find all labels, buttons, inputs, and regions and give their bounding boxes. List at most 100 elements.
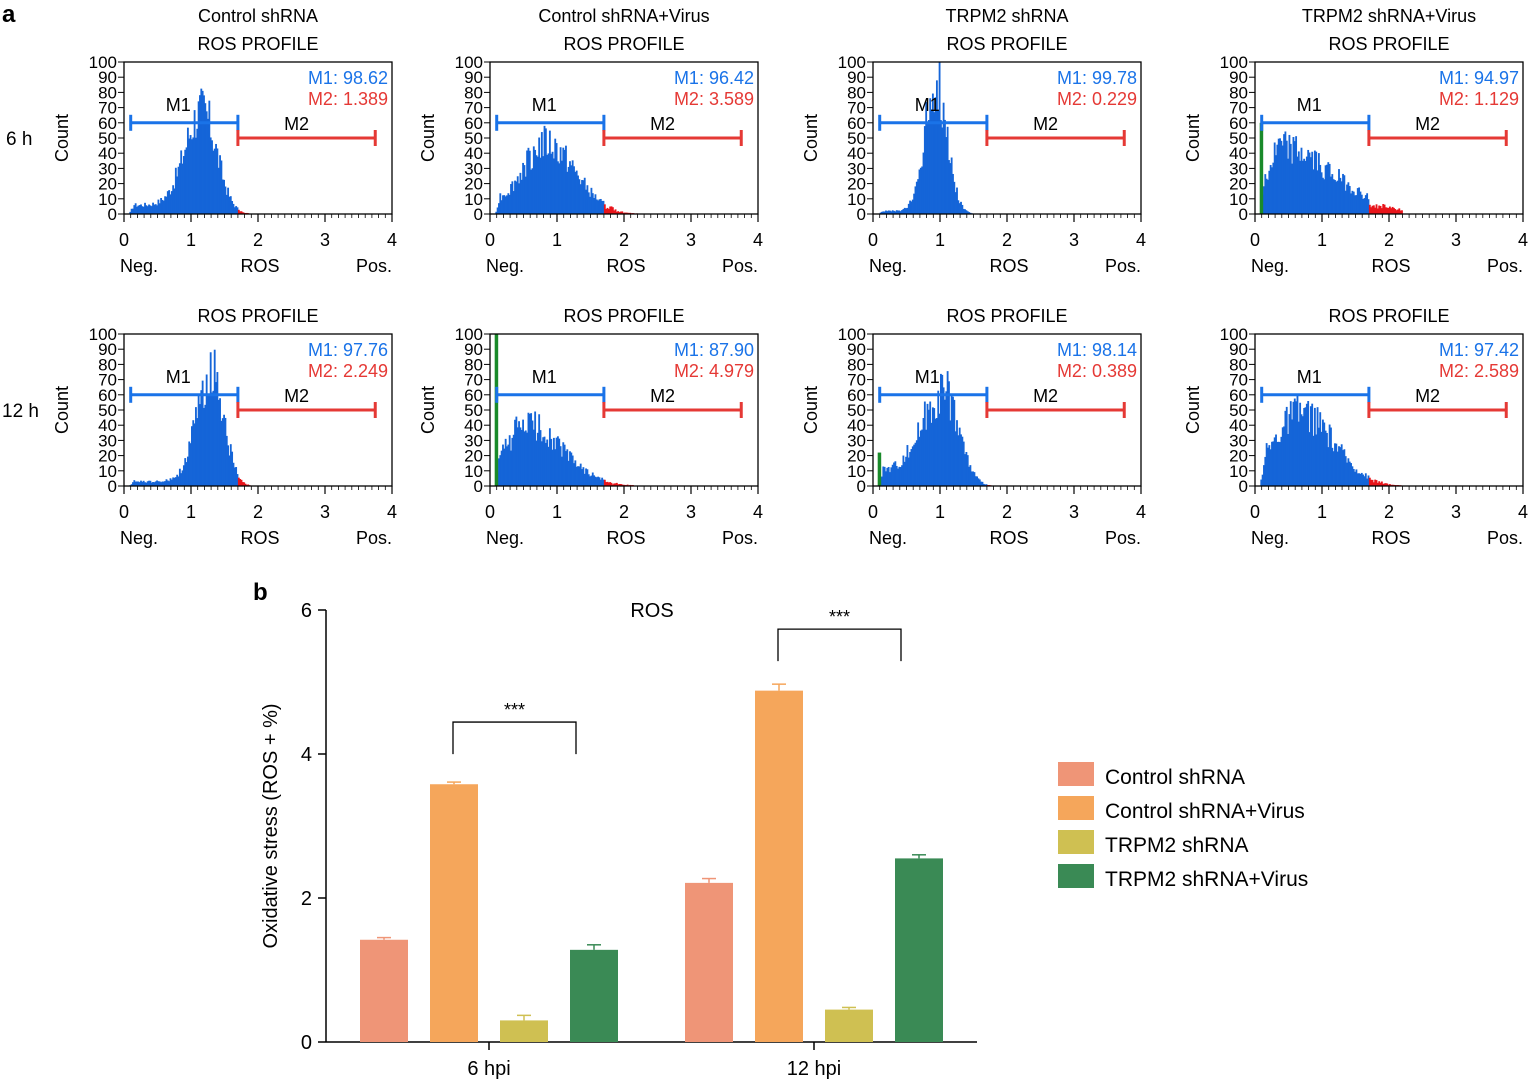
y-tick-label: 60 — [98, 114, 117, 133]
histogram-bin — [890, 211, 893, 214]
legend-swatch — [1058, 864, 1094, 888]
y-tick-label: 50 — [98, 401, 117, 420]
histogram-bin — [585, 468, 587, 486]
histogram-bin — [1280, 140, 1283, 214]
histogram-bin — [618, 212, 621, 214]
histogram-bin — [595, 199, 598, 214]
histogram-bin — [1368, 204, 1371, 214]
x-tick-label: 4 — [387, 230, 397, 250]
histogram-bin — [213, 349, 216, 486]
histogram-bin — [1350, 193, 1352, 214]
histogram-bin — [579, 463, 582, 486]
histogram-bin — [1268, 170, 1271, 214]
histogram-bin — [134, 203, 137, 214]
histogram-bin — [594, 194, 597, 214]
histogram-bin — [1283, 426, 1285, 486]
histogram-bin — [581, 180, 583, 214]
histogram-bin — [1279, 442, 1281, 486]
m2-stat: M2: 3.589 — [674, 89, 754, 109]
histogram-bin — [528, 150, 531, 214]
histogram-bin — [220, 160, 223, 214]
histogram-bin — [921, 429, 924, 486]
histogram-bin — [544, 442, 547, 486]
histogram-bin — [550, 153, 553, 214]
histogram-bin — [591, 472, 594, 486]
histogram-bin — [1344, 456, 1347, 486]
histogram-bin — [902, 455, 905, 486]
histogram-bin — [233, 207, 236, 214]
y-tick-label: 40 — [847, 416, 866, 435]
histogram-bin — [543, 125, 546, 214]
histogram-bin — [1265, 443, 1268, 486]
bar — [570, 949, 618, 1042]
y-tick-label: 10 — [98, 462, 117, 481]
histogram-bin — [962, 441, 965, 486]
histogram-bin — [940, 373, 942, 486]
histogram-bin — [968, 466, 970, 486]
histogram-bin — [236, 474, 239, 486]
histogram-bin — [1364, 195, 1367, 214]
m1-gate-label: M1 — [1297, 367, 1322, 387]
histogram-bin — [534, 149, 537, 214]
histogram-bin — [1376, 482, 1379, 486]
histogram-title: Control shRNA — [198, 6, 318, 26]
histogram-bin — [149, 205, 152, 214]
histogram-bin — [1303, 158, 1306, 214]
m2-gate-label: M2 — [284, 114, 309, 134]
histogram-bin — [1312, 169, 1315, 214]
bar — [895, 858, 943, 1042]
histogram-bin — [605, 208, 608, 214]
histogram-bin — [192, 420, 195, 486]
histogram-bin — [1395, 210, 1398, 214]
y-tick-label: 90 — [464, 68, 483, 87]
histogram-bin — [1293, 141, 1296, 214]
histogram-bin — [154, 204, 157, 214]
histogram-bin — [558, 163, 561, 214]
histogram-bin — [224, 417, 227, 486]
y-tick-label: 30 — [847, 159, 866, 178]
histogram-bin — [966, 211, 969, 214]
significance-bracket — [452, 721, 577, 755]
histogram-bin — [141, 206, 144, 214]
histogram-bin — [1387, 207, 1390, 214]
histogram-bin — [885, 210, 887, 214]
histogram-bin — [1367, 199, 1370, 214]
y-tick-label: 30 — [847, 431, 866, 450]
histogram-bin — [550, 438, 553, 486]
histogram-bin — [910, 201, 913, 214]
histogram-bin — [140, 480, 142, 486]
histogram-bin — [617, 211, 620, 214]
histogram-bin — [1332, 179, 1335, 214]
histogram-bin — [212, 150, 215, 214]
y-tick-label: 80 — [464, 355, 483, 374]
significance-stars: *** — [504, 700, 525, 720]
histogram-bin — [890, 467, 893, 486]
histogram-bin — [1303, 408, 1306, 486]
histogram-bin — [154, 481, 157, 486]
x-tick-label: 3 — [686, 230, 696, 250]
histogram-bin — [1374, 479, 1377, 486]
histogram-bin — [160, 197, 163, 214]
histogram-bin — [1360, 472, 1363, 486]
m2-stat: M2: 1.389 — [308, 89, 388, 109]
x-label-pos: Pos. — [1487, 256, 1523, 276]
x-tick-label: 0 — [1250, 502, 1260, 522]
histogram-bin — [591, 193, 594, 214]
histogram-bin — [883, 211, 886, 214]
y-tick-label: 90 — [847, 68, 866, 87]
histogram-bin — [891, 464, 894, 486]
bar-category-label: 12 hpi — [787, 1058, 842, 1080]
y-tick-label: 30 — [464, 431, 483, 450]
histogram-bin — [607, 208, 610, 214]
histogram-bin — [622, 212, 625, 214]
histogram-bin — [587, 474, 590, 486]
histogram-bin — [923, 401, 926, 486]
y-tick-label: 100 — [1220, 325, 1248, 344]
histogram-bin — [499, 193, 502, 214]
histogram-bin — [1362, 198, 1365, 214]
histogram-bin — [589, 476, 591, 486]
histogram-bin — [1272, 441, 1275, 486]
histogram-bin — [514, 419, 516, 486]
histogram-bin — [1313, 407, 1316, 486]
legend-swatch — [1058, 830, 1094, 854]
